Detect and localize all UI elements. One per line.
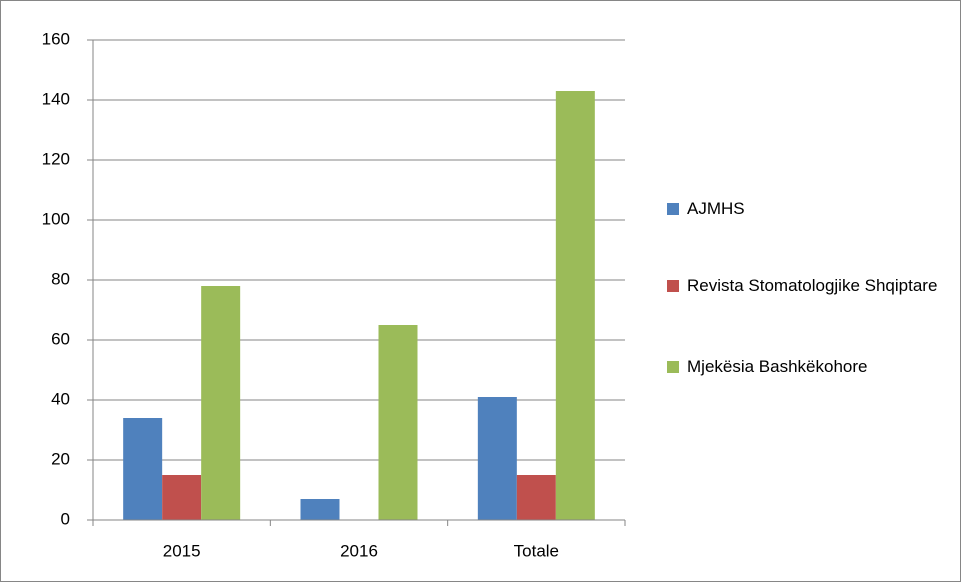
legend-entry: AJMHS: [667, 196, 957, 221]
bar: [516, 475, 556, 520]
y-tick-label: 20: [51, 449, 70, 468]
y-tick-label: 0: [61, 509, 70, 528]
y-tick-label: 80: [51, 269, 70, 288]
x-tick-label: Totale: [514, 541, 559, 560]
x-tick-label: 2015: [163, 541, 201, 560]
bar: [123, 418, 163, 520]
y-tick-label: 60: [51, 329, 70, 348]
y-tick-label: 120: [42, 149, 70, 168]
legend-entry: Mjekësia Bashkëkohore: [667, 354, 957, 379]
legend-label: Mjekësia Bashkëkohore: [687, 357, 868, 376]
legend-swatch: [667, 280, 679, 292]
x-tick-label: 2016: [340, 541, 378, 560]
legend-entry: Revista Stomatologjike Shqiptare: [667, 273, 957, 298]
bar: [201, 286, 241, 520]
y-tick-label: 140: [42, 89, 70, 108]
y-tick-label: 160: [42, 29, 70, 48]
bar: [477, 397, 517, 520]
legend-label: Revista Stomatologjike Shqiptare: [687, 276, 938, 295]
bar: [378, 325, 418, 520]
legend-swatch: [667, 361, 679, 373]
legend-label: AJMHS: [687, 199, 745, 218]
bar: [300, 499, 340, 520]
y-tick-label: 40: [51, 389, 70, 408]
bar: [162, 475, 202, 520]
legend-swatch: [667, 203, 679, 215]
bar: [555, 91, 595, 520]
y-tick-label: 100: [42, 209, 70, 228]
